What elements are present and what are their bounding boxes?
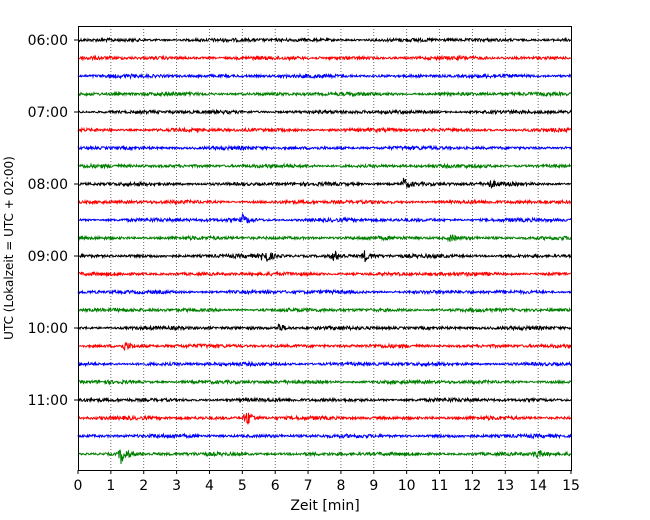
x-axis: 0 1 2 3 4 5 6 7 8 9 10 11 12 13 14 15 (74, 470, 580, 494)
trace-1045 (77, 378, 572, 386)
trace-0845 (77, 234, 572, 243)
x-tick-label: 10 (398, 478, 416, 494)
y-tick-label: 07:00 (28, 105, 68, 121)
grid-lines (110, 26, 539, 470)
trace-1115 (77, 412, 572, 425)
trace-group (77, 36, 572, 464)
trace-0730 (77, 144, 572, 152)
trace-0830 (77, 212, 572, 224)
x-tick-label: 13 (496, 478, 514, 494)
x-tick-label: 15 (562, 478, 580, 494)
trace-0715 (77, 126, 572, 134)
trace-1145 (77, 449, 572, 464)
x-tick-label: 4 (205, 478, 214, 494)
x-tick-label: 1 (106, 478, 115, 494)
trace-0915 (77, 270, 572, 278)
x-tick-label: 5 (238, 478, 247, 494)
trace-1100 (77, 396, 572, 404)
x-axis-label: Zeit [min] (290, 498, 359, 514)
trace-1130 (77, 432, 572, 440)
trace-0945 (77, 306, 572, 314)
y-tick-label: 10:00 (28, 321, 68, 337)
x-tick-label: 12 (463, 478, 481, 494)
x-tick-label: 14 (529, 478, 547, 494)
trace-0800 (77, 177, 572, 189)
x-tick-label: 0 (74, 478, 83, 494)
trace-1000 (77, 323, 572, 332)
trace-0645 (77, 90, 572, 98)
trace-1030 (77, 360, 572, 368)
x-tick-label: 9 (369, 478, 378, 494)
y-axis-label: UTC (Lokalzeit = UTC + 02:00) (2, 156, 16, 340)
x-tick-label: 2 (139, 478, 148, 494)
trace-1015 (77, 342, 572, 351)
trace-0745 (77, 162, 572, 170)
y-tick-label: 09:00 (28, 249, 68, 265)
x-tick-label: 7 (304, 478, 313, 494)
trace-0630 (77, 72, 572, 80)
y-tick-label: 06:00 (28, 33, 68, 49)
trace-0615 (77, 54, 572, 62)
x-tick-label: 11 (431, 478, 449, 494)
trace-0815 (77, 198, 572, 206)
trace-0600 (77, 36, 572, 44)
x-tick-label: 3 (172, 478, 181, 494)
y-tick-label: 08:00 (28, 177, 68, 193)
x-tick-label: 8 (336, 478, 345, 494)
trace-0900 (77, 250, 572, 263)
x-tick-label: 6 (271, 478, 280, 494)
plot-frame (78, 26, 572, 471)
trace-0930 (77, 288, 572, 296)
y-tick-label: 11:00 (28, 393, 68, 409)
y-axis: 06:00 07:00 08:00 09:00 10:00 11:00 (28, 33, 78, 409)
trace-0700 (77, 108, 572, 116)
